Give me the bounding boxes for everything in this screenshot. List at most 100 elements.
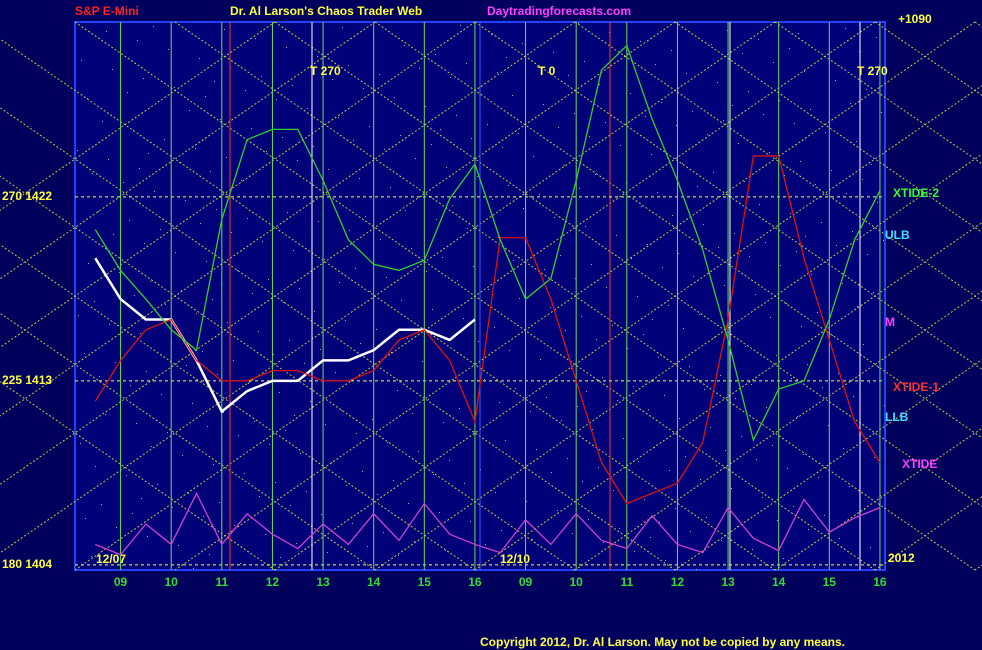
star <box>352 523 353 524</box>
star <box>883 240 884 241</box>
star <box>401 300 402 301</box>
star <box>515 388 516 389</box>
star <box>167 432 168 433</box>
diagonal <box>674 21 982 233</box>
star <box>793 506 794 507</box>
star <box>407 338 408 339</box>
y-tick-label: 225 1413 <box>2 373 52 387</box>
star <box>126 475 127 476</box>
star <box>223 412 224 413</box>
star <box>359 178 360 179</box>
star <box>346 485 347 486</box>
star <box>421 196 422 197</box>
star <box>723 120 724 121</box>
star <box>94 301 95 302</box>
star <box>338 117 339 118</box>
star <box>136 423 137 424</box>
x-tick-label: 16 <box>468 575 482 589</box>
star <box>779 100 780 101</box>
star <box>672 215 673 216</box>
star <box>331 462 332 463</box>
chart-title: S&P E-Mini <box>75 4 139 18</box>
star <box>526 501 527 502</box>
star <box>711 44 712 45</box>
star <box>294 415 295 416</box>
star <box>704 389 705 390</box>
star <box>502 147 503 148</box>
star <box>720 375 721 376</box>
star <box>485 544 486 545</box>
star <box>623 438 624 439</box>
star <box>871 164 872 165</box>
star <box>798 33 799 34</box>
star <box>224 29 225 30</box>
star <box>252 293 253 294</box>
star <box>196 313 197 314</box>
star <box>386 277 387 278</box>
star <box>499 402 500 403</box>
star <box>192 403 193 404</box>
star <box>422 361 423 362</box>
star <box>560 255 561 256</box>
star <box>591 264 592 265</box>
star <box>91 556 92 557</box>
star <box>313 146 314 147</box>
star <box>379 74 380 75</box>
star <box>572 533 573 534</box>
star <box>457 280 458 281</box>
star <box>362 471 363 472</box>
star <box>328 169 329 170</box>
star <box>154 191 155 192</box>
star <box>770 317 771 318</box>
y-tick-label: 270 1422 <box>2 189 52 203</box>
star <box>512 95 513 96</box>
star <box>226 157 227 158</box>
star <box>398 555 399 556</box>
star <box>202 351 203 352</box>
star <box>391 352 392 353</box>
star <box>617 400 618 401</box>
star <box>290 505 291 506</box>
star <box>78 315 79 316</box>
diagonal <box>474 222 982 571</box>
star <box>537 66 538 67</box>
annotation: T 270 <box>857 64 888 78</box>
star <box>558 127 559 128</box>
star <box>205 96 206 97</box>
star <box>690 531 691 532</box>
star <box>446 167 447 168</box>
x-tick-label: 11 <box>215 575 228 589</box>
star <box>814 567 815 568</box>
star <box>248 383 249 384</box>
star <box>353 140 354 141</box>
star <box>506 57 507 58</box>
star <box>342 27 343 28</box>
star <box>873 292 874 293</box>
series-line <box>94 44 881 443</box>
star <box>411 248 412 249</box>
star <box>172 507 173 508</box>
star <box>564 165 565 166</box>
diagonal <box>0 21 676 485</box>
star <box>652 319 653 320</box>
star <box>178 545 179 546</box>
star <box>640 41 641 42</box>
diagonal <box>274 85 982 571</box>
star <box>643 334 644 335</box>
diagonal <box>0 381 276 571</box>
star <box>320 349 321 350</box>
star <box>419 68 420 69</box>
star <box>478 341 479 342</box>
decoration <box>0 21 982 571</box>
star <box>592 429 593 430</box>
star <box>693 276 694 277</box>
star <box>231 232 232 233</box>
star <box>567 458 568 459</box>
star <box>540 359 541 360</box>
date-label: 12/07 <box>96 552 126 566</box>
star <box>412 413 413 414</box>
star <box>390 187 391 188</box>
star <box>737 526 738 527</box>
star <box>797 416 798 417</box>
